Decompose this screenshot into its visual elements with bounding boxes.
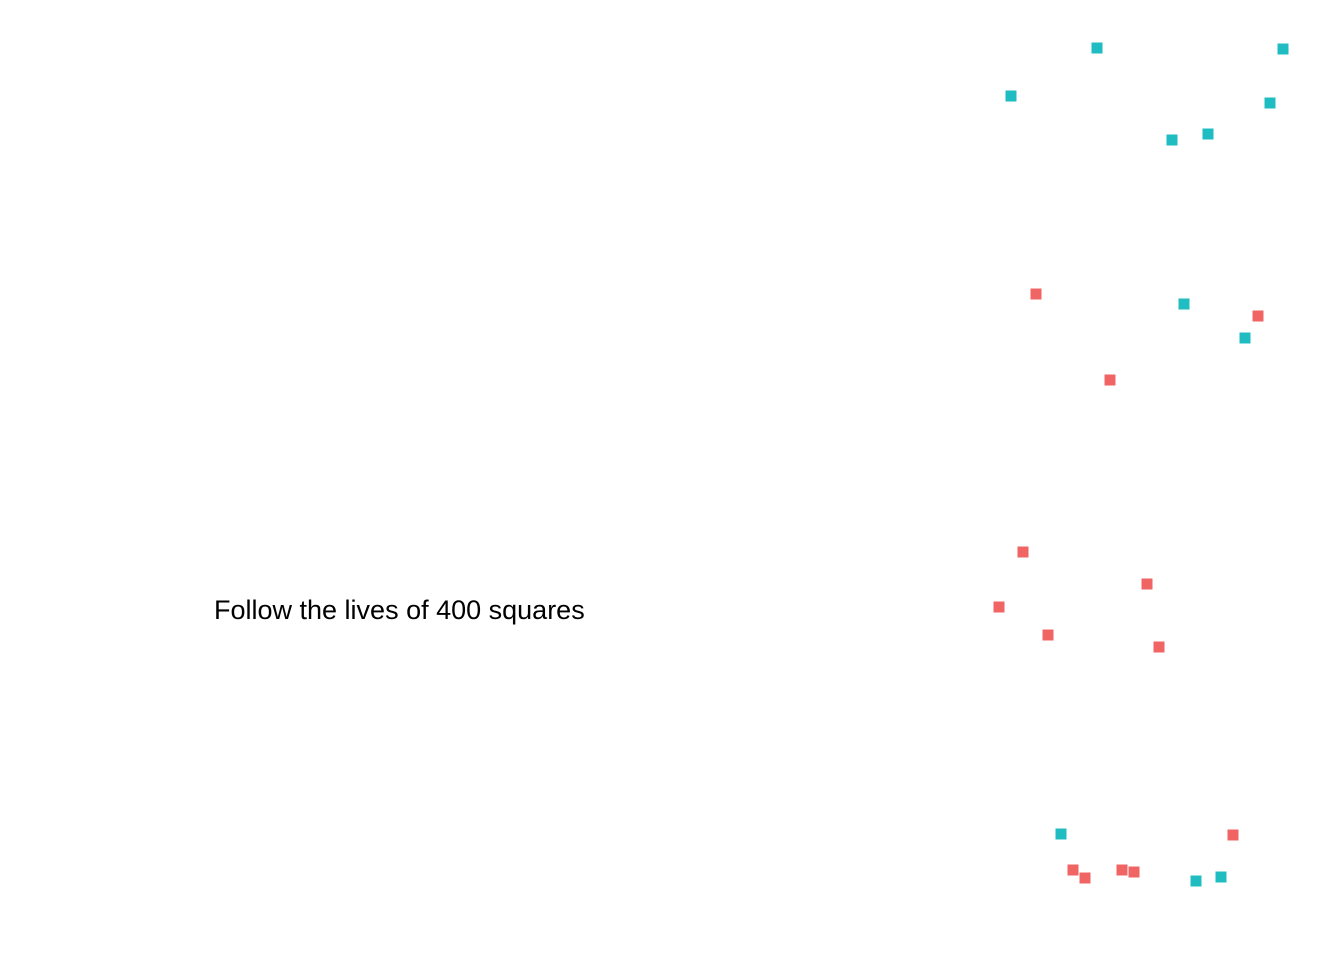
- square-point-11: [1104, 374, 1116, 386]
- square-point-22: [1079, 872, 1091, 884]
- square-point-24: [1190, 875, 1202, 887]
- square-point-16: [1153, 641, 1165, 653]
- square-point-17: [1055, 828, 1067, 840]
- square-point-14: [993, 601, 1005, 613]
- square-point-19: [1067, 864, 1079, 876]
- square-points-group: [993, 42, 1289, 887]
- square-point-15: [1042, 629, 1054, 641]
- square-point-21: [1128, 866, 1140, 878]
- square-point-18: [1227, 829, 1239, 841]
- square-point-5: [1202, 128, 1214, 140]
- caption-text: Follow the lives of 400 squares: [214, 595, 585, 625]
- square-point-6: [1166, 134, 1178, 146]
- square-point-23: [1215, 871, 1227, 883]
- square-point-3: [1005, 90, 1017, 102]
- square-point-13: [1141, 578, 1153, 590]
- square-point-12: [1017, 546, 1029, 558]
- square-point-7: [1030, 288, 1042, 300]
- square-point-1: [1091, 42, 1103, 54]
- square-point-9: [1252, 310, 1264, 322]
- square-point-2: [1277, 43, 1289, 55]
- square-point-4: [1264, 97, 1276, 109]
- square-point-8: [1178, 298, 1190, 310]
- square-point-10: [1239, 332, 1251, 344]
- square-point-20: [1116, 864, 1128, 876]
